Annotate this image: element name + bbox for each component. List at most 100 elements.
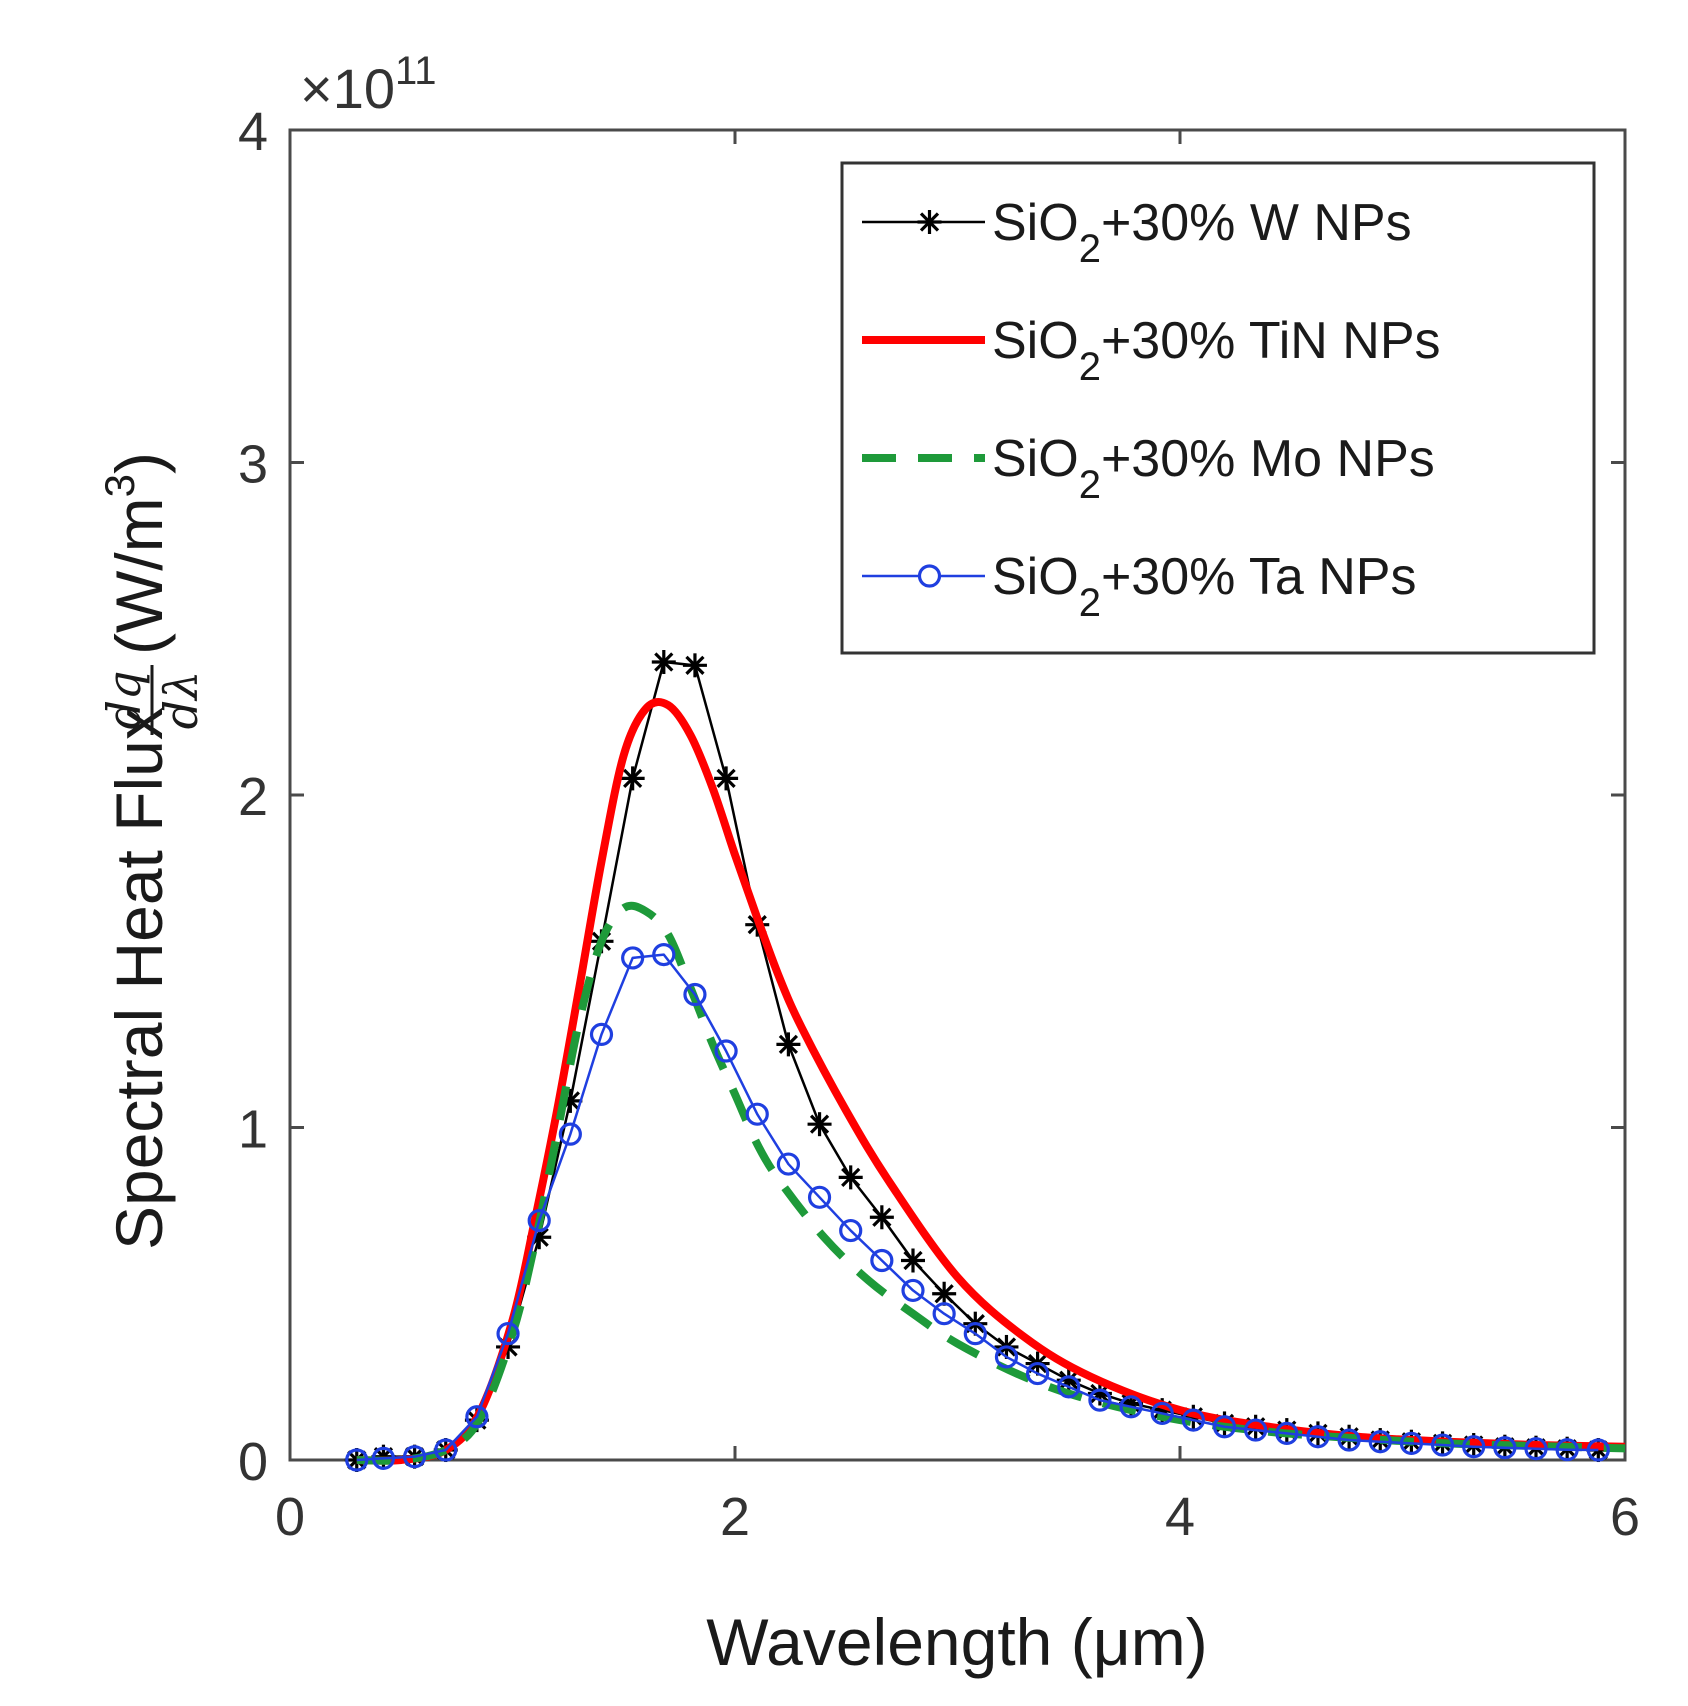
data-point-asterisk [901,1248,925,1273]
data-point-circle [621,946,645,970]
data-point-circle [1586,1438,1610,1462]
y-axis-title-text: Spectral Heat Flux [102,707,176,1250]
series-3 [345,942,1610,1472]
legend-label-subscript: 2 [1079,581,1101,625]
data-point-circle [1088,1388,1112,1412]
legend-label: SiO2+30% Mo NPs [992,430,1435,507]
data-point-circle [496,1322,520,1346]
legend-label: SiO2+30% W NPs [992,194,1412,271]
legend-label: SiO2+30% TiN NPs [992,312,1441,389]
data-point-asterisk-stroke [623,768,643,788]
x-tick-label: 2 [720,1487,750,1547]
data-point-circle [1493,1436,1517,1460]
series-line [356,698,1626,1465]
data-point-circle [714,1039,738,1063]
legend-entry: SiO2+30% W NPs [862,194,1412,271]
data-point-circle [1306,1425,1330,1449]
data-point-circle [1244,1418,1268,1442]
data-point-circle [558,1122,582,1146]
data-point-circle [1181,1408,1205,1432]
data-series [344,650,1626,1472]
legend-box [840,161,1596,655]
data-point-asterisk-stroke [716,768,736,788]
data-point-asterisk-stroke [778,1034,799,1054]
legend-label-rest: +30% Ta NPs [1101,548,1417,606]
legend-label-subscript: 2 [1079,345,1101,389]
data-point-asterisk-stroke [654,652,674,672]
data-point-circle [1430,1433,1455,1457]
y-tick-label: 0 [238,1432,268,1492]
data-point-circle [1119,1395,1143,1419]
legend-label-base: SiO [992,194,1079,252]
data-point-asterisk-stroke [685,655,705,675]
data-point-circle [1368,1430,1392,1454]
data-point-circle [1555,1438,1579,1462]
series-1 [356,698,1626,1465]
data-point-circle [932,1302,956,1326]
legend-label-rest: +30% W NPs [1101,194,1412,252]
data-point-circle [1462,1435,1486,1459]
data-point-circle [403,1445,427,1469]
data-point-circle [1524,1437,1548,1461]
x-axis-title: Wavelength (μm) [706,1605,1207,1679]
y-axis-frac-numerator: dq [97,671,151,730]
legend-label-rest: +30% TiN NPs [1101,312,1441,370]
data-point-asterisk [682,653,707,678]
data-point-circle [963,1322,987,1346]
data-point-circle [1275,1421,1299,1446]
y-axis-title: Spectral Heat Flux dq dλ (W/m3) [96,452,208,1250]
y-axis-units: (W/m3) [96,452,176,655]
data-point-circle [683,982,707,1007]
x-tick-label: 6 [1610,1487,1640,1547]
legend-label-base: SiO [992,430,1079,488]
data-point-circle [1212,1415,1237,1439]
data-point-asterisk [807,1112,832,1137]
data-point-circle [839,1218,863,1243]
data-point-asterisk [869,1205,894,1230]
data-point-circle [745,1102,769,1126]
data-point-asterisk [932,1281,957,1306]
y-tick-label: 3 [238,435,268,495]
data-point-circle [434,1438,458,1462]
axis-ticks: 0 2 4 6 0 1 2 3 4 [238,102,1640,1547]
legend-label: SiO2+30% Ta NPs [992,548,1417,625]
y-axis-multiplier: ×1011 [300,49,437,120]
legend-marker [917,210,942,234]
data-point-circle [371,1446,396,1470]
data-point-circle [994,1345,1019,1369]
data-point-asterisk [651,650,676,674]
data-point-asterisk-stroke [1090,1383,1110,1404]
legend-label-subscript: 2 [1079,463,1101,507]
data-point-circle [652,942,676,967]
data-point-asterisk-stroke [841,1167,861,1187]
legend-label-rest: +30% Mo NPs [1101,430,1435,488]
data-point-circle [1057,1375,1081,1399]
data-point-asterisk-stroke [809,1114,830,1134]
data-point-asterisk-stroke [903,1250,923,1271]
data-point-circle [807,1185,832,1209]
data-point-asterisk [776,1032,801,1057]
data-point-circle [901,1278,925,1303]
data-point-circle [345,1448,369,1472]
x-tick-label: 0 [275,1487,305,1547]
legend-marker [917,564,942,588]
data-point-asterisk [838,1165,863,1190]
y-tick-label: 1 [238,1100,268,1160]
legend-label-subscript: 2 [1079,227,1101,271]
legend-label-base: SiO [992,312,1079,370]
y-tick-label: 2 [238,767,268,827]
y-tick-label: 4 [238,102,268,162]
data-point-asterisk [714,766,739,791]
y-axis-frac-denominator: dλ [154,671,208,730]
data-point-circle [589,1022,614,1047]
legend-entry: SiO2+30% TiN NPs [862,312,1441,389]
legend-marker-stroke [919,212,940,232]
legend-entry: SiO2+30% Ta NPs [862,548,1417,625]
data-point-circle [870,1248,894,1273]
data-point-circle [465,1405,489,1429]
data-point-circle [1399,1431,1424,1455]
data-point-circle [1337,1428,1361,1452]
